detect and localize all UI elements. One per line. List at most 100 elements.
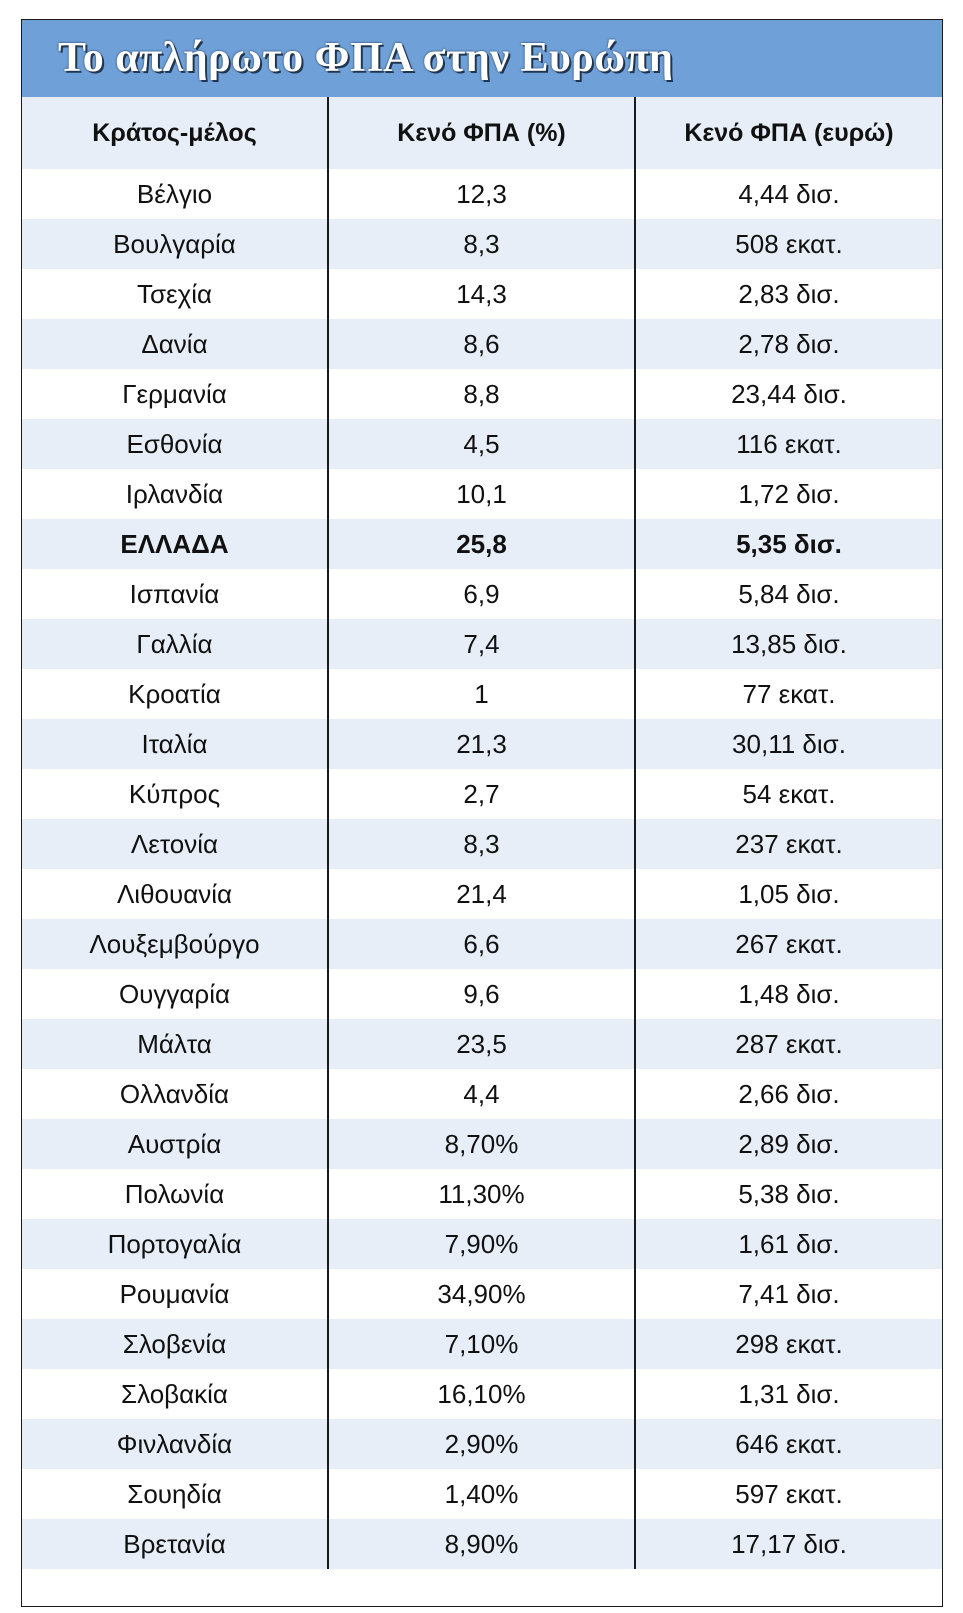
cell-country: Φινλανδία: [22, 1419, 328, 1469]
cell-country: Κροατία: [22, 669, 328, 719]
cell-country: Λουξεμβούργο: [22, 919, 328, 969]
cell-gap-percent: 1,40%: [327, 1469, 635, 1519]
cell-gap-percent: 21,3: [327, 719, 635, 769]
cell-gap-euro: 23,44 δισ.: [634, 369, 942, 419]
table-row: Τσεχία 14,3 2,83 δισ.: [22, 269, 942, 319]
cell-gap-percent: 23,5: [327, 1019, 635, 1069]
cell-gap-euro: 5,35 δισ.: [634, 519, 942, 569]
table-frame: Το απλήρωτο ΦΠΑ στην Ευρώπη Κράτος-μέλος…: [21, 19, 943, 1607]
cell-country: Ρουμανία: [22, 1269, 328, 1319]
cell-gap-euro: 646 εκατ.: [634, 1419, 942, 1469]
cell-gap-euro: 2,78 δισ.: [634, 319, 942, 369]
cell-gap-euro: 30,11 δισ.: [634, 719, 942, 769]
page-title: Το απλήρωτο ΦΠΑ στην Ευρώπη: [58, 35, 674, 81]
table-row: Κύπρος 2,7 54 εκατ.: [22, 769, 942, 819]
table-row: Ιταλία 21,3 30,11 δισ.: [22, 719, 942, 769]
cell-country: Ιρλανδία: [22, 469, 328, 519]
cell-gap-euro: 298 εκατ.: [634, 1319, 942, 1369]
cell-country: Λιθουανία: [22, 869, 328, 919]
table-row: Πολωνία 11,30% 5,38 δισ.: [22, 1169, 942, 1219]
cell-gap-euro: 1,31 δισ.: [634, 1369, 942, 1419]
cell-gap-percent: 8,90%: [327, 1519, 635, 1569]
cell-gap-percent: 4,5: [327, 419, 635, 469]
table-row: Αυστρία 8,70% 2,89 δισ.: [22, 1119, 942, 1169]
table-row: Ολλανδία 4,4 2,66 δισ.: [22, 1069, 942, 1119]
cell-gap-percent: 4,4: [327, 1069, 635, 1119]
cell-gap-euro: 267 εκατ.: [634, 919, 942, 969]
cell-country: Μάλτα: [22, 1019, 328, 1069]
cell-gap-euro: 17,17 δισ.: [634, 1519, 942, 1569]
cell-gap-euro: 2,89 δισ.: [634, 1119, 942, 1169]
cell-gap-percent: 12,3: [327, 169, 635, 219]
cell-gap-euro: 2,66 δισ.: [634, 1069, 942, 1119]
table-row: Ουγγαρία 9,6 1,48 δισ.: [22, 969, 942, 1019]
cell-country: Σλοβακία: [22, 1369, 328, 1419]
cell-gap-euro: 4,44 δισ.: [634, 169, 942, 219]
cell-gap-euro: 5,38 δισ.: [634, 1169, 942, 1219]
cell-country: Σλοβενία: [22, 1319, 328, 1369]
cell-gap-percent: 8,3: [327, 219, 635, 269]
cell-gap-percent: 7,10%: [327, 1319, 635, 1369]
table-row: Κροατία 1 77 εκατ.: [22, 669, 942, 719]
cell-country: Σουηδία: [22, 1469, 328, 1519]
table-row: Ιρλανδία 10,1 1,72 δισ.: [22, 469, 942, 519]
cell-country: Ιταλία: [22, 719, 328, 769]
table-row: Εσθονία 4,5 116 εκατ.: [22, 419, 942, 469]
cell-gap-percent: 8,6: [327, 319, 635, 369]
vat-gap-table: Κράτος-μέλος Κενό ΦΠΑ (%) Κενό ΦΠΑ (ευρώ…: [22, 97, 942, 1569]
cell-country: Κύπρος: [22, 769, 328, 819]
cell-country: Ουγγαρία: [22, 969, 328, 1019]
title-bar: Το απλήρωτο ΦΠΑ στην Ευρώπη: [22, 20, 942, 97]
table-row: Σουηδία 1,40% 597 εκατ.: [22, 1469, 942, 1519]
table-row: Βρετανία 8,90% 17,17 δισ.: [22, 1519, 942, 1569]
cell-country: ΕΛΛΑΔΑ: [22, 519, 328, 569]
cell-country: Βρετανία: [22, 1519, 328, 1569]
cell-gap-percent: 1: [327, 669, 635, 719]
cell-gap-euro: 1,61 δισ.: [634, 1219, 942, 1269]
cell-country: Πολωνία: [22, 1169, 328, 1219]
cell-gap-percent: 8,3: [327, 819, 635, 869]
cell-gap-euro: 287 εκατ.: [634, 1019, 942, 1069]
cell-gap-euro: 237 εκατ.: [634, 819, 942, 869]
cell-country: Ισπανία: [22, 569, 328, 619]
table-row: Ρουμανία 34,90% 7,41 δισ.: [22, 1269, 942, 1319]
table-row: Σλοβενία 7,10% 298 εκατ.: [22, 1319, 942, 1369]
cell-gap-euro: 54 εκατ.: [634, 769, 942, 819]
cell-country: Λετονία: [22, 819, 328, 869]
cell-gap-euro: 1,72 δισ.: [634, 469, 942, 519]
cell-country: Γαλλία: [22, 619, 328, 669]
cell-gap-euro: 7,41 δισ.: [634, 1269, 942, 1319]
table-row: Ισπανία 6,9 5,84 δισ.: [22, 569, 942, 619]
cell-gap-percent: 14,3: [327, 269, 635, 319]
cell-gap-percent: 2,7: [327, 769, 635, 819]
cell-country: Αυστρία: [22, 1119, 328, 1169]
table-row: ΕΛΛΑΔΑ 25,8 5,35 δισ.: [22, 519, 942, 569]
cell-gap-percent: 8,8: [327, 369, 635, 419]
table-row: Βέλγιο 12,3 4,44 δισ.: [22, 169, 942, 219]
cell-gap-euro: 5,84 δισ.: [634, 569, 942, 619]
cell-gap-euro: 13,85 δισ.: [634, 619, 942, 669]
table-row: Μάλτα 23,5 287 εκατ.: [22, 1019, 942, 1069]
cell-country: Πορτογαλία: [22, 1219, 328, 1269]
cell-gap-percent: 7,90%: [327, 1219, 635, 1269]
cell-gap-percent: 11,30%: [327, 1169, 635, 1219]
table-header-row: Κράτος-μέλος Κενό ΦΠΑ (%) Κενό ΦΠΑ (ευρώ…: [22, 97, 942, 169]
table-row: Φινλανδία 2,90% 646 εκατ.: [22, 1419, 942, 1469]
column-header-country: Κράτος-μέλος: [22, 97, 328, 169]
cell-gap-euro: 116 εκατ.: [634, 419, 942, 469]
table-row: Γερμανία 8,8 23,44 δισ.: [22, 369, 942, 419]
cell-country: Βέλγιο: [22, 169, 328, 219]
cell-gap-euro: 597 εκατ.: [634, 1469, 942, 1519]
column-header-gap-percent: Κενό ΦΠΑ (%): [327, 97, 635, 169]
table-row: Λιθουανία 21,4 1,05 δισ.: [22, 869, 942, 919]
cell-country: Γερμανία: [22, 369, 328, 419]
cell-gap-euro: 2,83 δισ.: [634, 269, 942, 319]
cell-gap-percent: 7,4: [327, 619, 635, 669]
table-row: Πορτογαλία 7,90% 1,61 δισ.: [22, 1219, 942, 1269]
cell-gap-percent: 6,9: [327, 569, 635, 619]
cell-gap-percent: 16,10%: [327, 1369, 635, 1419]
cell-gap-percent: 34,90%: [327, 1269, 635, 1319]
table-row: Δανία 8,6 2,78 δισ.: [22, 319, 942, 369]
cell-country: Τσεχία: [22, 269, 328, 319]
table-row: Λετονία 8,3 237 εκατ.: [22, 819, 942, 869]
